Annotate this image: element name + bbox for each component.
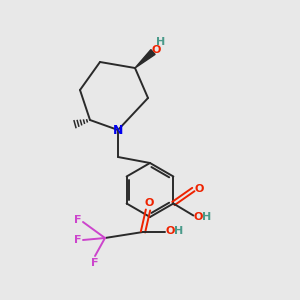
Text: O: O [151,45,161,55]
Text: O: O [195,184,204,194]
Text: O: O [194,212,203,221]
Text: H: H [202,212,211,221]
Text: N: N [113,124,123,136]
Text: F: F [74,235,82,245]
Text: F: F [74,215,82,225]
Text: H: H [174,226,184,236]
Text: O: O [144,198,154,208]
Text: F: F [91,258,99,268]
Text: H: H [156,37,166,47]
Polygon shape [135,50,155,68]
Text: O: O [165,226,175,236]
